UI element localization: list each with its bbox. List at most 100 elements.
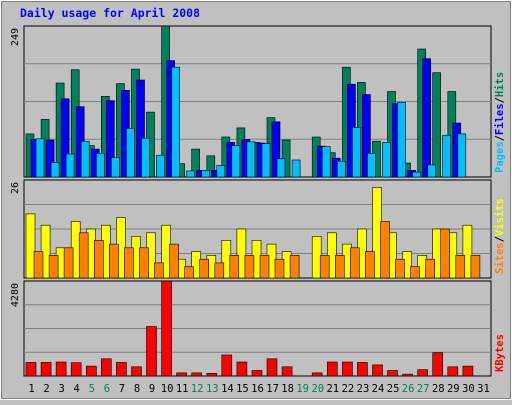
visits-bar-sites-day-28	[440, 228, 451, 279]
visits-panel: 26 Sites/Visits	[10, 179, 506, 279]
kbytes-bar-kbytes-day-30	[462, 365, 474, 377]
visits-bar-sites-day-23	[365, 251, 375, 279]
hits-max-label: 249	[10, 28, 21, 46]
x-tick-label-day-4: 4	[74, 383, 80, 395]
x-tick-label-day-3: 3	[59, 383, 65, 395]
hits-bar-hits-day-18	[281, 139, 291, 178]
hits-bar-pages-day-15	[246, 141, 256, 178]
x-tick-label-day-22: 22	[342, 383, 355, 395]
hits-bar-pages-day-28	[442, 134, 452, 178]
visits-bar-sites-day-3	[63, 247, 74, 279]
visits-bar-sites-day-30	[470, 255, 481, 279]
hits-legend: Pages/Files/Hits	[494, 72, 506, 173]
hits-bar-pages-day-21	[336, 160, 346, 178]
x-tick-label-day-26: 26	[402, 383, 415, 395]
visits-bar-sites-day-15	[244, 255, 255, 279]
x-tick-label-day-20: 20	[311, 383, 324, 395]
kbytes-bar-kbytes-day-21	[326, 361, 338, 377]
x-tick-label-day-14: 14	[221, 383, 234, 395]
chart-title: Daily usage for April 2008	[20, 6, 200, 20]
kbytes-bar-kbytes-day-25	[387, 370, 398, 377]
visits-bar-sites-day-21	[334, 255, 345, 279]
x-tick-label-day-6: 6	[104, 383, 110, 395]
kbytes-panel: 4280 KBytes	[10, 280, 506, 377]
hits-bar-files-day-8	[136, 79, 145, 178]
visits-bar-sites-day-22	[350, 247, 360, 279]
hits-bar-files-day-27	[422, 58, 432, 178]
kbytes-bar-kbytes-day-9	[146, 326, 157, 377]
hits-bar-pages-day-16	[261, 143, 271, 178]
visits-bar-sites-day-1	[33, 251, 44, 279]
visits-bar-sites-day-10	[169, 243, 179, 279]
visits-bar-sites-day-16	[259, 255, 270, 279]
visits-bar-sites-day-14	[229, 255, 240, 279]
visits-legend: Sites/Visits	[494, 198, 506, 274]
x-tick-label-day-19: 19	[296, 383, 309, 395]
visits-bar-sites-day-6	[109, 243, 119, 279]
kbytes-bar-kbytes-day-26	[402, 373, 413, 377]
x-tick-label-day-2: 2	[43, 383, 49, 395]
kbytes-bar-kbytes-day-12	[191, 372, 202, 377]
x-tick-label-day-30: 30	[462, 383, 475, 395]
hits-bar-pages-day-2	[50, 162, 60, 178]
hits-bar-pages-day-29	[457, 133, 467, 178]
x-tick-label-day-11: 11	[176, 383, 189, 395]
hits-bar-pages-day-14	[231, 145, 241, 178]
visits-bar-sites-day-4	[78, 232, 89, 279]
legend-item-pages: Pages	[494, 141, 506, 173]
hits-bar-pages-day-23	[367, 153, 376, 178]
hits-bar-pages-day-1	[35, 138, 45, 178]
visits-bar-sites-day-24	[380, 221, 390, 279]
kbytes-bar-kbytes-day-10	[161, 280, 172, 377]
x-tick-label-day-29: 29	[447, 383, 460, 395]
hits-bar-files-day-23	[362, 94, 371, 178]
kbytes-bar-kbytes-day-5	[86, 365, 97, 377]
visits-bar-sites-day-13	[214, 262, 225, 279]
kbytes-bar-kbytes-day-29	[447, 366, 459, 377]
hits-bar-files-day-6	[106, 100, 115, 178]
visits-bar-visits-day-30	[462, 224, 473, 279]
hits-bar-pages-day-3	[65, 153, 75, 178]
kbytes-bar-kbytes-day-2	[40, 362, 52, 377]
hits-bar-files-day-2	[45, 139, 55, 178]
kbytes-bar-kbytes-day-24	[372, 364, 383, 377]
kbytes-bar-kbytes-day-14	[221, 354, 233, 377]
x-tick-label-day-17: 17	[266, 383, 279, 395]
legend-item-sites: Sites	[494, 242, 506, 274]
hits-bar-pages-day-5	[96, 153, 105, 178]
x-tick-label-day-21: 21	[326, 383, 339, 395]
visits-bar-visits-day-1	[25, 213, 36, 279]
kbytes-bar-kbytes-day-3	[55, 361, 67, 377]
hits-bar-pages-day-4	[80, 140, 90, 178]
kbytes-bar-kbytes-day-18	[281, 366, 293, 377]
visits-bar-sites-day-26	[410, 266, 420, 279]
hits-bar-pages-day-27	[427, 164, 437, 178]
kbytes-bar-kbytes-day-13	[206, 372, 218, 377]
kbytes-bar-kbytes-day-16	[251, 370, 263, 377]
visits-bar-sites-day-9	[154, 262, 164, 279]
x-tick-label-day-16: 16	[251, 383, 264, 395]
visits-bar-sites-day-12	[199, 258, 209, 279]
visits-max-label: 26	[10, 182, 21, 194]
kbytes-bar-kbytes-day-6	[101, 358, 112, 377]
kbytes-bar-kbytes-day-23	[357, 362, 368, 377]
x-tick-label-day-18: 18	[281, 383, 294, 395]
visits-bar-sites-day-20	[319, 255, 330, 279]
legend-item-visits: Visits	[494, 198, 506, 236]
x-tick-label-day-25: 25	[387, 383, 400, 395]
legend-item-files: Files	[494, 103, 506, 135]
visits-bar-sites-day-27	[425, 258, 436, 279]
x-tick-label-day-5: 5	[89, 383, 95, 395]
hits-bar-pages-day-7	[126, 128, 135, 178]
visits-bar-sites-day-2	[48, 255, 59, 279]
hits-bar-pages-day-9	[156, 154, 165, 178]
visits-bar-sites-day-5	[94, 240, 104, 279]
x-tick-label-day-27: 27	[417, 383, 430, 395]
kbytes-bar-kbytes-day-20	[311, 372, 323, 377]
visits-bar-sites-day-11	[184, 266, 194, 279]
visits-bar-sites-day-25	[395, 258, 405, 279]
x-tick-label-day-12: 12	[191, 383, 204, 395]
hits-bar-files-day-3	[60, 98, 70, 178]
hits-bar-hits-day-28	[432, 72, 442, 178]
